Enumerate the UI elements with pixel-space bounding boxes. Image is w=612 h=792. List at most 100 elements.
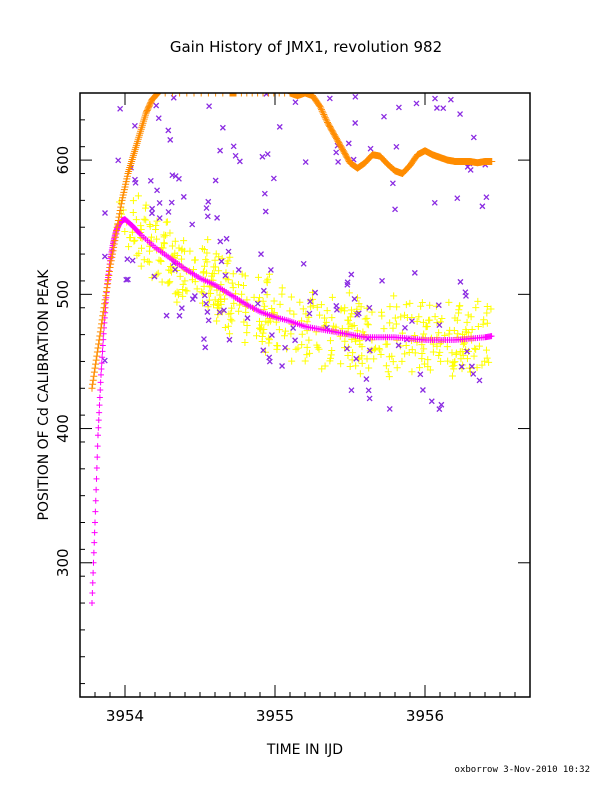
yellow-data-point (448, 372, 456, 380)
yellow-data-point (165, 266, 173, 274)
yellow-data-point (260, 326, 268, 334)
yellow-data-point (321, 362, 329, 370)
x-tick-label: 3954 (106, 707, 144, 725)
purple-data-point (232, 152, 239, 159)
yellow-data-point (281, 332, 289, 340)
purple-data-point (428, 398, 435, 405)
purple-data-point (212, 177, 219, 184)
purple-data-point (365, 387, 372, 394)
orange-trend-point (110, 240, 118, 248)
magenta-trend-point (93, 475, 100, 482)
yellow-data-point (240, 318, 248, 326)
purple-data-point (223, 235, 230, 242)
yellow-data-point (454, 330, 462, 338)
yellow-data-point (444, 357, 452, 365)
purple-data-point (154, 187, 161, 194)
purple-data-point (147, 177, 154, 184)
yellow-data-point (130, 237, 138, 245)
yellow-data-point (129, 208, 137, 216)
yellow-data-point (364, 321, 372, 329)
yellow-data-point (411, 349, 419, 357)
yellow-data-point (128, 228, 136, 236)
orange-trend-point (226, 93, 234, 97)
yellow-data-point (158, 278, 166, 286)
yellow-data-point (224, 322, 232, 330)
yellow-data-point (455, 302, 463, 310)
purple-data-point (392, 206, 399, 213)
yellow-data-point (235, 281, 243, 289)
yellow-data-point (448, 362, 456, 370)
yellow-data-point (272, 318, 280, 326)
magenta-trend-point (95, 424, 102, 431)
yellow-data-point (356, 370, 364, 378)
purple-data-point (163, 312, 170, 319)
yellow-data-point (421, 360, 429, 368)
orange-trend-point (321, 114, 329, 122)
yellow-data-point (213, 317, 221, 325)
orange-trend-point (254, 93, 262, 97)
yellow-data-point (356, 340, 364, 348)
yellow-data-point (200, 268, 208, 276)
orange-trend-point (197, 93, 205, 97)
purple-data-point (264, 151, 271, 157)
yellow-data-point (178, 255, 186, 263)
yellow-data-point (145, 258, 153, 266)
yellow-data-point (203, 258, 211, 266)
yellow-data-point (472, 304, 480, 312)
yellow-data-point (483, 319, 491, 327)
yellow-data-point (318, 365, 326, 373)
magenta-trend-point (99, 348, 106, 355)
orange-trend-point (108, 253, 116, 261)
yellow-data-point (355, 300, 363, 308)
yellow-data-point (352, 362, 360, 370)
purple-data-point (312, 289, 319, 296)
purple-data-point (189, 296, 196, 303)
purple-data-point (153, 102, 160, 109)
orange-trend-point (89, 380, 97, 388)
yellow-data-point (346, 363, 354, 371)
y-tick-label: 500 (54, 280, 72, 309)
yellow-data-point (316, 311, 324, 319)
purple-data-point (333, 149, 340, 156)
y-tick-label: 600 (54, 146, 72, 175)
orange-trend-point (101, 296, 109, 304)
purple-data-point (205, 198, 212, 205)
orange-trend-point (204, 93, 212, 97)
yellow-data-point (166, 278, 174, 286)
purple-data-point (191, 293, 198, 299)
purple-data-point (236, 158, 243, 165)
yellow-data-point (418, 349, 426, 357)
yellow-data-point (131, 236, 139, 244)
purple-data-point (395, 104, 402, 111)
orange-trend-point (92, 360, 100, 368)
orange-trend-point (275, 93, 283, 97)
yellow-data-point (224, 276, 232, 284)
purple-data-point (218, 258, 225, 265)
purple-data-point (189, 221, 196, 228)
purple-data-point (354, 311, 361, 318)
purple-data-point (463, 293, 469, 299)
orange-trend-point (259, 93, 267, 97)
yellow-data-point (227, 315, 235, 323)
yellow-data-point (211, 263, 219, 271)
yellow-data-point (385, 373, 393, 381)
yellow-data-point (204, 303, 212, 311)
orange-trend-point (228, 93, 236, 97)
yellow-data-point (242, 308, 250, 316)
y-tick-label: 400 (54, 414, 72, 443)
yellow-data-point (186, 247, 194, 255)
x-axis-label: TIME IN IJD (266, 742, 343, 758)
yellow-data-point (474, 297, 482, 305)
yellow-data-point (134, 192, 142, 200)
purple-data-point (395, 342, 402, 349)
yellow-data-point (405, 348, 413, 356)
yellow-data-point (370, 345, 378, 353)
orange-trend-point (113, 227, 121, 235)
yellow-data-point (389, 324, 397, 332)
purple-data-point (156, 199, 163, 206)
yellow-data-point (451, 314, 459, 322)
orange-trend-point (103, 284, 111, 292)
yellow-data-point (418, 341, 426, 349)
purple-data-point (389, 180, 396, 187)
magenta-trend-point (96, 409, 103, 416)
